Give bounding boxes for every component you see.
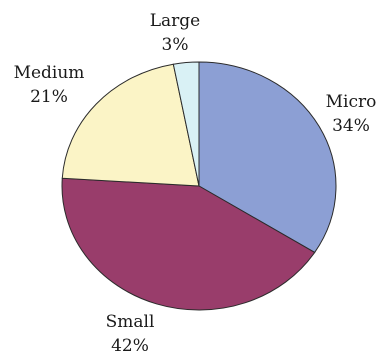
slice-label-micro: Micro (326, 92, 377, 112)
slice-label-small: Small (106, 312, 155, 332)
pie-slice-micro (198, 61, 337, 254)
slice-percent-micro: 34% (332, 116, 370, 136)
pie-slice-large (172, 61, 200, 187)
slice-percent-medium: 21% (30, 87, 68, 107)
slice-percent-large: 3% (162, 35, 189, 55)
slice-label-medium: Medium (14, 63, 85, 83)
pie-slice-small (61, 177, 316, 311)
pie-slice-medium (61, 63, 200, 187)
pie-slices (61, 61, 337, 311)
slice-percent-small: 42% (111, 336, 149, 354)
slice-label-large: Large (150, 11, 201, 31)
